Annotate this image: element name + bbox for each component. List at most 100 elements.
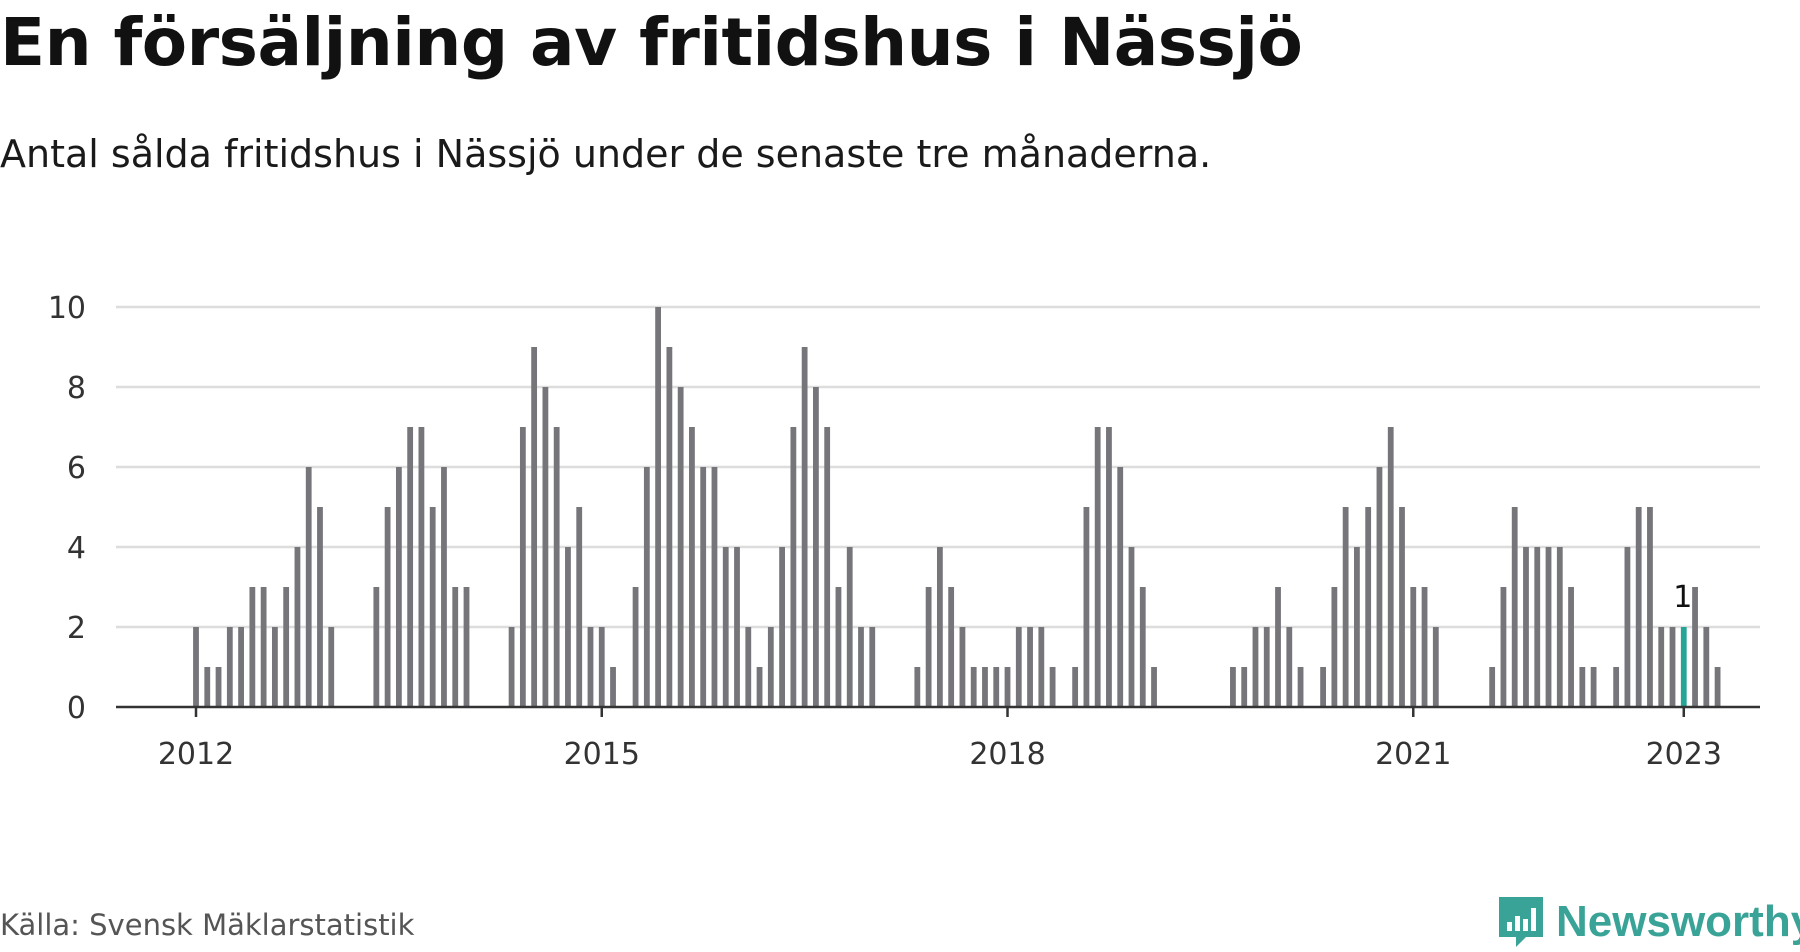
bars — [193, 307, 1721, 707]
bar — [553, 427, 560, 707]
bar — [1523, 547, 1529, 707]
bar — [1500, 587, 1507, 707]
bar — [1354, 547, 1360, 707]
bar — [576, 507, 583, 707]
bar — [373, 587, 380, 707]
bar — [948, 587, 955, 707]
bar-value-annotation: 1 — [1673, 580, 1692, 615]
x-tick-label: 2023 — [1646, 737, 1722, 772]
bar — [1342, 507, 1349, 707]
bar — [858, 627, 864, 707]
x-axis-ticks: 2012 2015 2018 2021 2023 — [158, 707, 1722, 772]
bar — [294, 547, 301, 707]
bar — [226, 627, 233, 707]
bar — [1669, 627, 1676, 707]
bar — [1320, 667, 1326, 707]
chart-subtitle: Antal sålda fritidshus i Nässjö under de… — [0, 132, 1212, 176]
bar — [598, 627, 605, 707]
newsworthy-logo-icon — [1499, 897, 1543, 947]
bar — [632, 587, 639, 707]
bar — [1275, 587, 1281, 707]
bar — [1241, 667, 1248, 707]
bar — [328, 627, 335, 707]
bar — [1015, 627, 1022, 707]
bar — [993, 667, 1000, 707]
bar — [1647, 507, 1653, 707]
bar — [925, 587, 932, 707]
bar — [846, 547, 853, 707]
bar — [1387, 427, 1394, 707]
bar — [1635, 507, 1642, 707]
bar — [936, 547, 943, 707]
bar — [1331, 587, 1338, 707]
bar — [982, 667, 988, 707]
bar — [193, 627, 199, 707]
bar — [1703, 627, 1710, 707]
bar — [1579, 667, 1586, 707]
y-tick-label: 6 — [67, 451, 86, 486]
bar — [610, 667, 616, 707]
bar — [429, 507, 436, 707]
bar-highlight — [1680, 627, 1687, 707]
bar — [587, 627, 594, 707]
chart-title: En försäljning av fritidshus i Nässjö — [0, 4, 1303, 81]
bar — [1376, 467, 1383, 707]
bar — [756, 667, 763, 707]
bar — [1534, 547, 1541, 707]
bar — [734, 547, 740, 707]
bar — [1556, 547, 1563, 707]
bar — [1511, 507, 1518, 707]
bar — [1004, 667, 1011, 707]
bar — [1624, 547, 1631, 707]
bar — [1421, 587, 1428, 707]
bar — [1568, 587, 1574, 707]
source-note: Källa: Svensk Mäklarstatistik — [0, 908, 415, 942]
bar — [1613, 667, 1620, 707]
bar — [452, 587, 459, 707]
bar — [249, 587, 256, 707]
bar — [689, 427, 695, 707]
bar — [835, 587, 842, 707]
bar — [407, 427, 414, 707]
y-tick-label: 10 — [48, 291, 86, 326]
bar — [869, 627, 876, 707]
bar — [1038, 627, 1045, 707]
bar — [745, 627, 752, 707]
bar — [1692, 587, 1698, 707]
bar — [914, 667, 921, 707]
bar — [283, 587, 290, 707]
bar — [959, 627, 966, 707]
bar — [1252, 627, 1259, 707]
bar — [1399, 507, 1405, 707]
bar — [565, 547, 571, 707]
y-tick-label: 0 — [67, 691, 86, 726]
brand-logo: Newsworthy — [1496, 892, 1800, 952]
bar — [1658, 627, 1665, 707]
bar — [767, 627, 774, 707]
bar — [271, 627, 278, 707]
bar — [643, 467, 650, 707]
bar — [1545, 547, 1552, 707]
bar — [418, 427, 425, 707]
bar — [317, 507, 323, 707]
bar — [790, 427, 797, 707]
bar — [1365, 507, 1372, 707]
x-tick-label: 2018 — [969, 737, 1045, 772]
bar — [1151, 667, 1157, 707]
bar — [384, 507, 391, 707]
bar — [813, 387, 819, 707]
bar — [1286, 627, 1293, 707]
y-tick-label: 8 — [67, 371, 86, 406]
x-tick-label: 2021 — [1375, 737, 1451, 772]
bar — [260, 587, 267, 707]
bar — [824, 427, 831, 707]
bar — [677, 387, 684, 707]
bar — [508, 627, 515, 707]
annotations: 1 — [1673, 580, 1692, 615]
bar — [395, 467, 402, 707]
bar — [1049, 667, 1056, 707]
bar — [1139, 587, 1146, 707]
bar — [655, 307, 662, 707]
brand-name: Newsworthy — [1556, 897, 1800, 946]
